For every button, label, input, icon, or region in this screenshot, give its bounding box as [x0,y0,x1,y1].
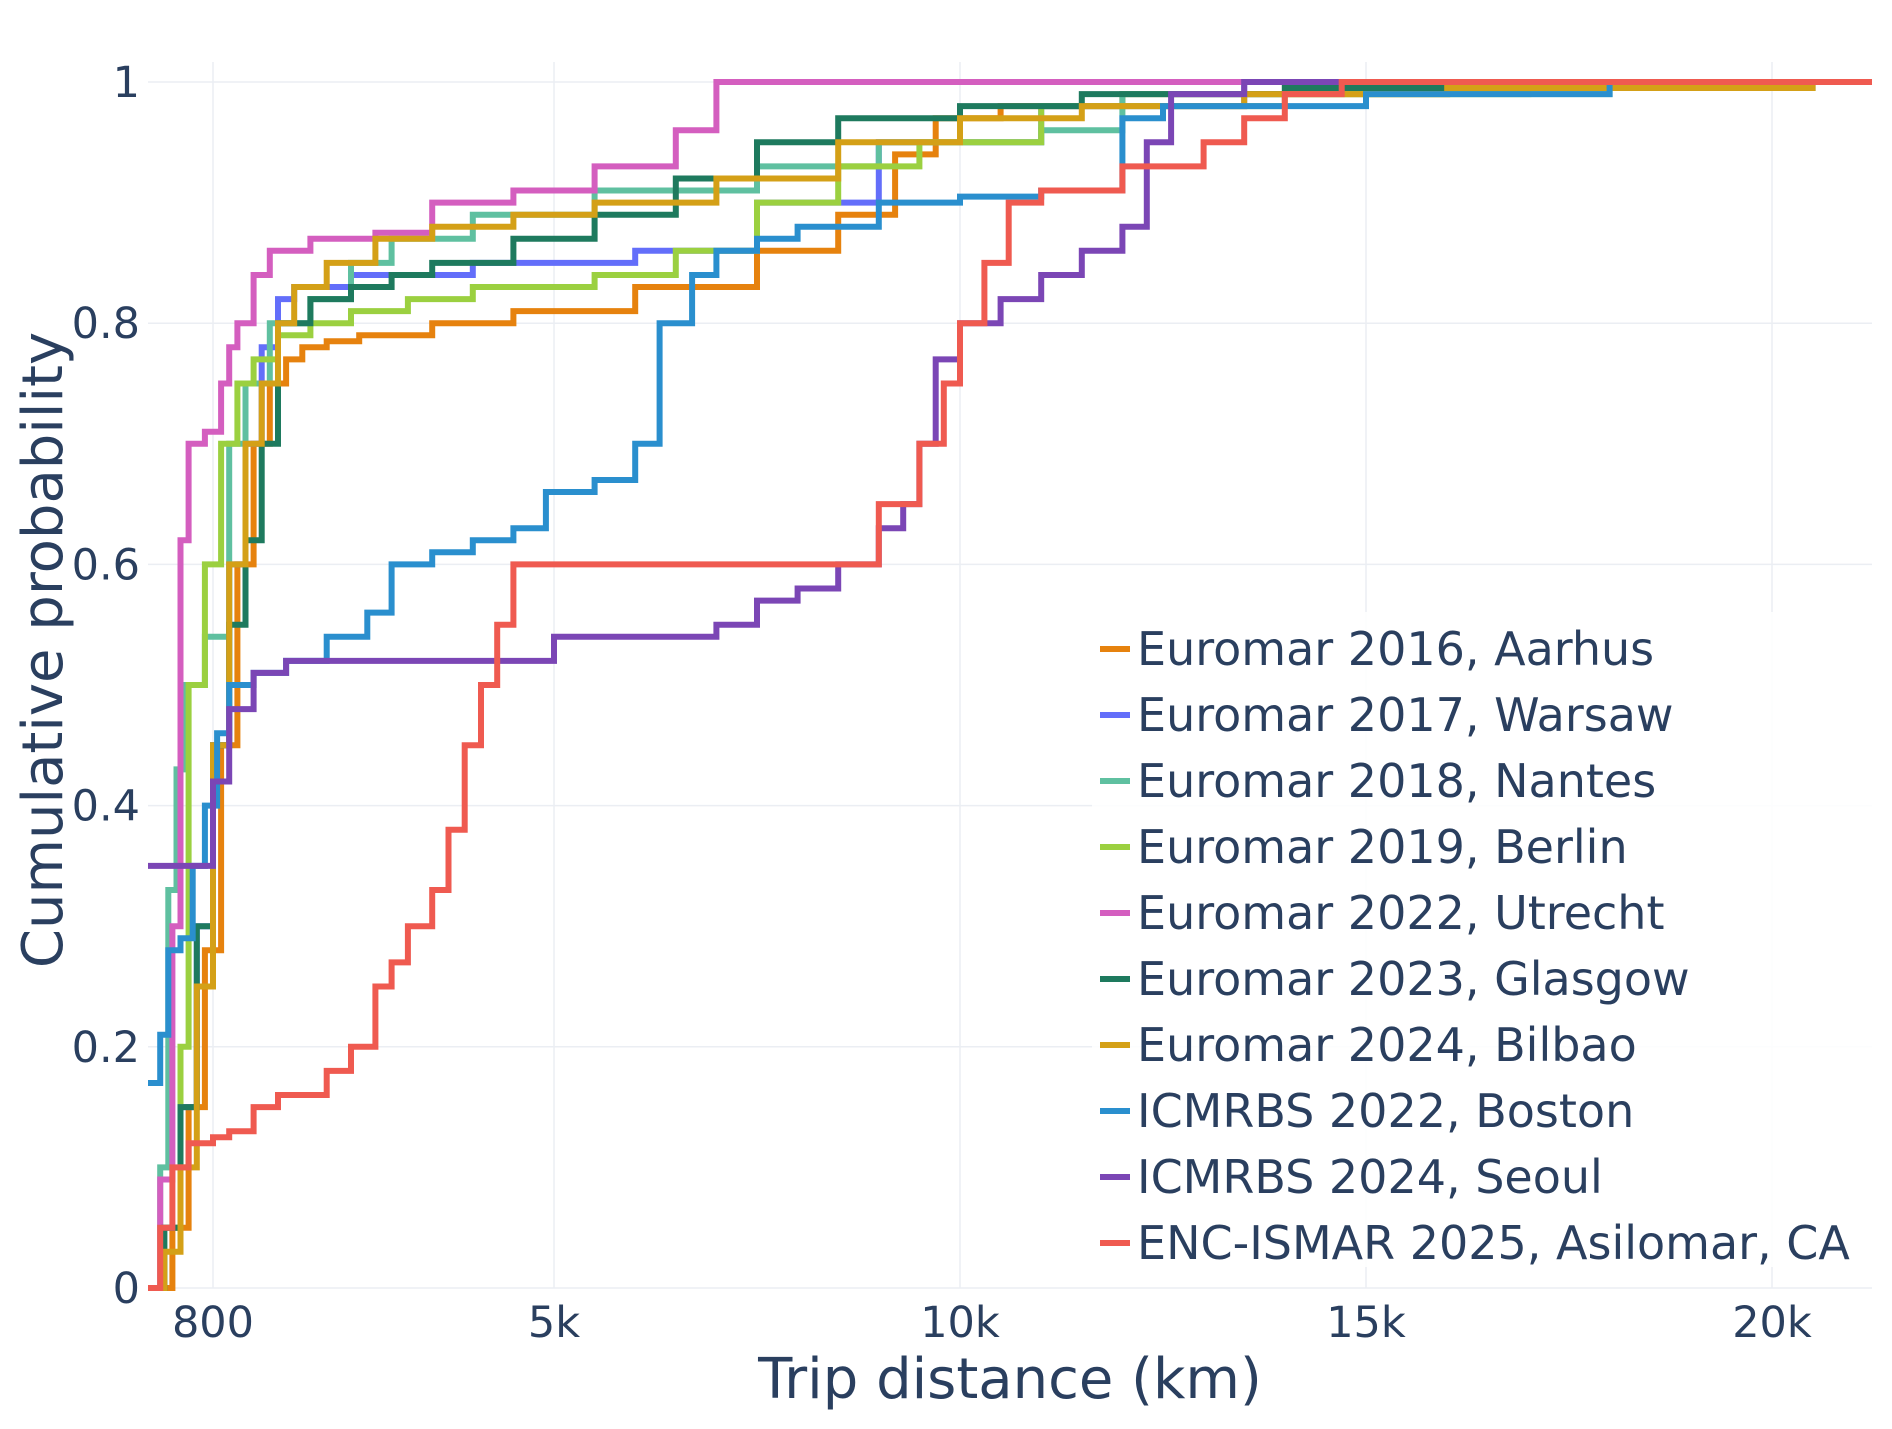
x-tick-label: 5k [528,1298,580,1348]
series-line [148,79,1872,1291]
legend-entry-label: Euromar 2023, Glasgow [1137,952,1690,1006]
legend-entry-label: ICMRBS 2024, Seoul [1137,1150,1603,1204]
y-tick-label: 0.8 [72,299,140,349]
legend-entry-label: Euromar 2016, Aarhus [1137,622,1654,676]
x-tick-label: 15k [1326,1298,1406,1348]
y-tick-label: 0.4 [72,782,140,832]
legend-entry-label: Euromar 2024, Bilbao [1137,1018,1637,1072]
legend-entry-label: Euromar 2017, Warsaw [1137,688,1674,742]
series-line [148,79,1872,1291]
x-tick-label: 10k [920,1298,1000,1348]
x-axis-title: Trip distance (km) [757,1347,1262,1412]
series-line [148,79,1872,1291]
y-tick-label: 0.6 [72,540,140,590]
legend-entry-label: Euromar 2019, Berlin [1137,820,1628,874]
legend-entry-label: Euromar 2022, Utrecht [1137,886,1665,940]
legend: Euromar 2016, Aarhus Euromar 2017, Warsaw… [1092,612,1892,1270]
series-line [148,79,1872,1086]
y-tick-label: 0 [113,1264,140,1314]
y-axis-ticks: 0 0.2 0.4 0.6 0.8 1 [72,58,140,1314]
y-tick-label: 0.2 [72,1023,140,1073]
y-axis-title: Cumulative probability [11,332,76,968]
legend-entry-label: ICMRBS 2022, Boston [1137,1084,1634,1138]
y-tick-label: 1 [113,58,140,108]
series-lines [148,79,1872,1291]
x-axis-ticks: 800 5k 10k 15k 20k [172,1298,1812,1348]
legend-background [1092,612,1892,1267]
legend-entry-label: ENC-ISMAR 2025, Asilomar, CA [1137,1216,1850,1270]
x-tick-label: 800 [172,1298,254,1348]
legend-entry-label: Euromar 2018, Nantes [1137,754,1656,808]
x-tick-label: 20k [1732,1298,1812,1348]
